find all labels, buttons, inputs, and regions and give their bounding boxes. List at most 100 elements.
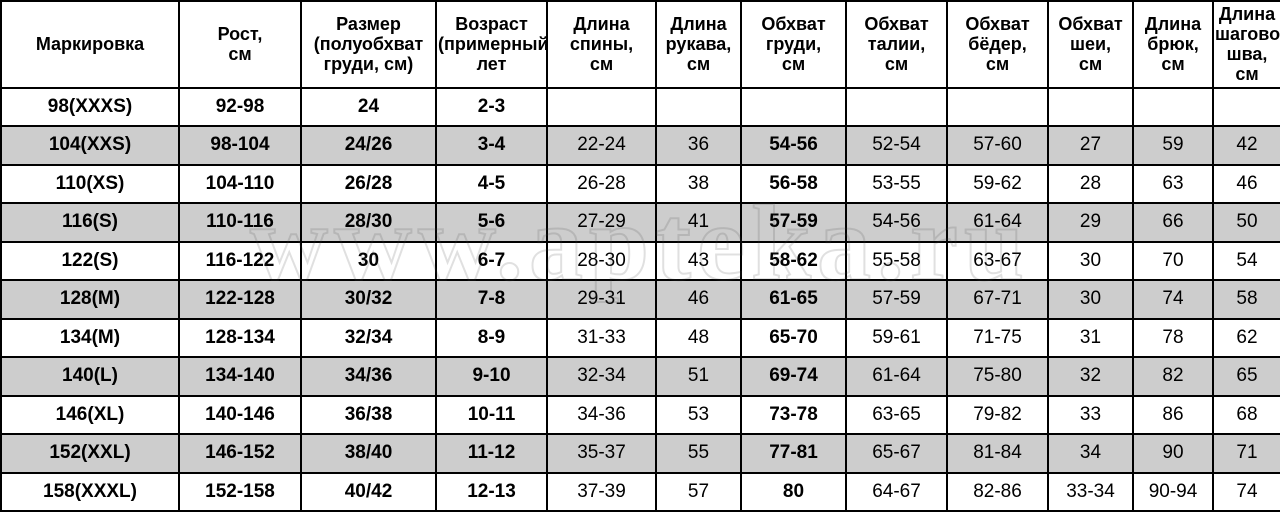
cell-rukav: 57 [655,471,742,512]
cell-bryuki: 74 [1132,279,1214,320]
cell-rost: 152-158 [178,471,302,512]
cell-rukav: 41 [655,202,742,243]
cell-bryuki: 70 [1132,240,1214,282]
cell-bryuki [1132,86,1214,128]
table-header: Маркировка Рост, см Размер (полуобхват груди,… [0,0,1280,89]
cell-bryuki: 63 [1132,163,1214,205]
column-header-line: шеи, [1069,34,1112,55]
cell-bedra: 61-64 [946,202,1049,243]
cell-rukav: 48 [655,317,742,359]
cell-rost: 134-140 [178,356,302,397]
cell-shag [1212,86,1280,128]
cell-shag: 74 [1212,471,1280,512]
cell-razmer: 28/30 [300,202,437,243]
column-header-shag: Длинашаговогошва, см [1212,0,1280,89]
cell-sheya: 30 [1047,240,1134,282]
cell-shag: 46 [1212,163,1280,205]
cell-rukav: 51 [655,356,742,397]
cell-razmer: 36/38 [300,394,437,436]
column-header-bryuki: Длина брюк, см [1132,0,1214,89]
column-header-line: см [884,54,909,75]
cell-spina: 37-39 [546,471,657,512]
column-header-line: Обхват [761,14,826,35]
cell-razmer: 26/28 [300,163,437,205]
cell-grud: 77-81 [740,433,847,474]
column-header-taliya: Обхват талии, см [845,0,948,89]
cell-rost: 104-110 [178,163,302,205]
cell-markirovka: 122(S) [0,240,180,282]
cell-vozrast: 3-4 [435,125,548,166]
cell-vozrast: 2-3 [435,86,548,128]
cell-grud: 80 [740,471,847,512]
cell-sheya: 30 [1047,279,1134,320]
cell-razmer: 32/34 [300,317,437,359]
column-header-line: Длина [1144,14,1202,35]
cell-grud: 73-78 [740,394,847,436]
column-header-line: (полуобхват [313,34,424,55]
cell-markirovka: 140(L) [0,356,180,397]
cell-bedra: 82-86 [946,471,1049,512]
column-header-sheya: Обхват шеи, см [1047,0,1134,89]
cell-rukav [655,86,742,128]
cell-grud: 58-62 [740,240,847,282]
column-header-line: Рост, [217,24,263,45]
table-row: 122(S) 116-122 30 6-7 28-30 43 58-62 55-58 63-67… [0,240,1280,282]
cell-shag: 42 [1212,125,1280,166]
cell-bedra: 67-71 [946,279,1049,320]
cell-bryuki: 90-94 [1132,471,1214,512]
cell-taliya [845,86,948,128]
column-header-line: см [985,54,1010,75]
cell-markirovka: 110(XS) [0,163,180,205]
cell-grud: 61-65 [740,279,847,320]
cell-rukav: 53 [655,394,742,436]
cell-bedra: 75-80 [946,356,1049,397]
cell-shag: 65 [1212,356,1280,397]
cell-rost: 98-104 [178,125,302,166]
table-body: 98(XXXS) 92-98 24 2-3 104(XXS) 98-104 24/26 3-4… [0,86,1280,512]
table-row: 134(M) 128-134 32/34 8-9 31-33 48 65-70 59-61 71… [0,317,1280,359]
cell-bryuki: 59 [1132,125,1214,166]
cell-grud [740,86,847,128]
table-row: 152(XXL) 146-152 38/40 11-12 35-37 55 77-81 65-… [0,433,1280,474]
column-header-line: см [1078,54,1103,75]
cell-spina: 34-36 [546,394,657,436]
table-row: 128(M) 122-128 30/32 7-8 29-31 46 61-65 57-59 67… [0,279,1280,320]
cell-shag: 54 [1212,240,1280,282]
cell-bedra: 71-75 [946,317,1049,359]
cell-markirovka: 158(XXXL) [0,471,180,512]
cell-taliya: 64-67 [845,471,948,512]
cell-taliya: 54-56 [845,202,948,243]
column-header-bedra: Обхват бёдер, см [946,0,1049,89]
cell-vozrast: 11-12 [435,433,548,474]
cell-spina: 29-31 [546,279,657,320]
cell-razmer: 40/42 [300,471,437,512]
cell-bryuki: 66 [1132,202,1214,243]
cell-rukav: 46 [655,279,742,320]
cell-shag: 62 [1212,317,1280,359]
column-header-rost: Рост, см [178,0,302,89]
column-header-markirovka: Маркировка [0,0,180,89]
cell-bryuki: 78 [1132,317,1214,359]
column-header-line: шагового [1215,24,1280,45]
cell-grud: 69-74 [740,356,847,397]
cell-markirovka: 152(XXL) [0,433,180,474]
cell-rost: 92-98 [178,86,302,128]
cell-spina: 31-33 [546,317,657,359]
table-row: 104(XXS) 98-104 24/26 3-4 22-24 36 54-56 52-54 5… [0,125,1280,166]
cell-sheya: 34 [1047,433,1134,474]
cell-rost: 110-116 [178,202,302,243]
cell-vozrast: 8-9 [435,317,548,359]
cell-rost: 128-134 [178,317,302,359]
cell-sheya: 33-34 [1047,471,1134,512]
cell-sheya: 31 [1047,317,1134,359]
column-header-line: груди, [765,34,822,55]
table-row: 146(XL) 140-146 36/38 10-11 34-36 53 73-78 63-6… [0,394,1280,436]
cell-razmer: 38/40 [300,433,437,474]
column-header-spina: Длина спины, см [546,0,657,89]
column-header-line: Размер [336,14,401,35]
column-header-line: Маркировка [35,34,145,55]
cell-sheya: 32 [1047,356,1134,397]
cell-rost: 116-122 [178,240,302,282]
column-header-line: см [589,54,614,75]
